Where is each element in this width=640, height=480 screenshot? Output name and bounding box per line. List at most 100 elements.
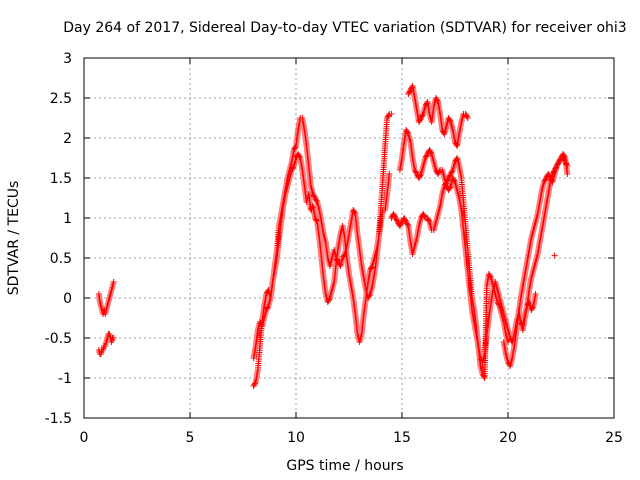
- data-point: [391, 213, 398, 220]
- data-point: [529, 304, 536, 311]
- y-tick-label: -1: [58, 371, 72, 387]
- data-point: [553, 163, 560, 169]
- data-point: [451, 177, 458, 184]
- data-point: [423, 152, 430, 159]
- data-point: [445, 115, 452, 121]
- data-point: [549, 171, 556, 177]
- data-point: [311, 193, 318, 200]
- data-point: [402, 217, 409, 224]
- data-point: [555, 160, 562, 167]
- y-axis-label: SDTVAR / TECUs: [6, 181, 22, 296]
- data-point: [350, 208, 357, 215]
- x-tick-label: 25: [605, 430, 623, 446]
- data-point: [406, 89, 413, 96]
- data-point: [553, 164, 560, 171]
- data-point: [425, 217, 432, 224]
- data-point: [310, 192, 317, 199]
- data-point: [384, 113, 391, 120]
- data-point: [560, 151, 567, 157]
- series-s7: [405, 83, 471, 149]
- data-point: [341, 252, 348, 259]
- data-point: [417, 116, 424, 123]
- data-point: [365, 295, 372, 301]
- data-point: [324, 299, 331, 305]
- axis-ticks: 0 5 10 15 20 25 -1.5 -1 -0.5 0 0.5 1 1.5 2 2.5 3: [45, 51, 623, 446]
- y-tick-label: -0.5: [45, 331, 72, 347]
- data-point: [449, 168, 456, 175]
- data-point: [326, 296, 333, 303]
- data-point: [432, 95, 439, 101]
- data-point: [555, 159, 562, 165]
- data-point: [334, 257, 341, 264]
- plot-frame: [83, 57, 615, 419]
- data-point: [463, 112, 470, 119]
- data-point: [564, 171, 571, 177]
- data-point: [110, 335, 117, 341]
- series-s6: [396, 127, 509, 365]
- data-point: [561, 153, 568, 160]
- data-point: [423, 153, 430, 160]
- data-point: [263, 307, 270, 313]
- x-tick-label: 5: [186, 430, 195, 446]
- data-point: [413, 169, 420, 176]
- data-point: [425, 216, 432, 223]
- data-point: [446, 185, 453, 192]
- data-point: [462, 111, 469, 117]
- data-point: [532, 291, 539, 297]
- x-tick-label: 15: [393, 430, 411, 446]
- data-point: [427, 148, 434, 155]
- data-point: [295, 152, 302, 159]
- series-s10: [515, 291, 539, 329]
- data-point: [418, 115, 425, 121]
- data-point: [411, 167, 418, 173]
- data-point: [453, 141, 460, 148]
- data-point: [415, 175, 422, 181]
- data-point: [333, 256, 340, 263]
- data-point: [447, 171, 454, 177]
- data-point: [446, 116, 453, 123]
- data-point: [420, 212, 427, 219]
- data-point: [312, 196, 319, 203]
- data-point: [333, 255, 340, 261]
- data-point: [367, 265, 374, 272]
- data-point: [309, 191, 316, 197]
- y-tick-label: 0: [63, 291, 72, 307]
- data-point: [416, 173, 423, 180]
- data-point: [449, 175, 456, 181]
- data-point: [412, 168, 419, 175]
- data-point: [401, 216, 408, 223]
- data-point: [419, 112, 426, 119]
- data-point: [397, 221, 404, 228]
- data-point: [435, 171, 442, 177]
- data-point: [404, 221, 411, 228]
- data-point: [435, 169, 442, 176]
- data-point: [368, 264, 375, 271]
- data-point: [529, 305, 536, 312]
- data-point: [445, 187, 452, 193]
- series-s1: [95, 279, 117, 317]
- data-point: [519, 321, 526, 328]
- data-point: [251, 381, 258, 388]
- data-point: [403, 128, 410, 135]
- y-tick-label: 2.5: [50, 91, 72, 107]
- data-point: [551, 252, 558, 259]
- data-point: [423, 100, 430, 107]
- data-point: [434, 97, 441, 104]
- data-point: [464, 115, 471, 121]
- data-point: [450, 176, 457, 183]
- data-point: [391, 212, 398, 219]
- data-point: [447, 172, 454, 179]
- data-point: [403, 219, 410, 225]
- data-point: [309, 204, 316, 211]
- data-point: [384, 115, 391, 121]
- data-point: [552, 165, 559, 172]
- data-point: [393, 216, 400, 223]
- data-point: [291, 145, 298, 152]
- data-points: [95, 83, 571, 389]
- data-point: [250, 383, 257, 389]
- data-point: [403, 127, 410, 133]
- y-tick-label: 0.5: [50, 251, 72, 267]
- data-point: [394, 217, 401, 224]
- data-point: [560, 152, 567, 159]
- data-point: [312, 195, 319, 201]
